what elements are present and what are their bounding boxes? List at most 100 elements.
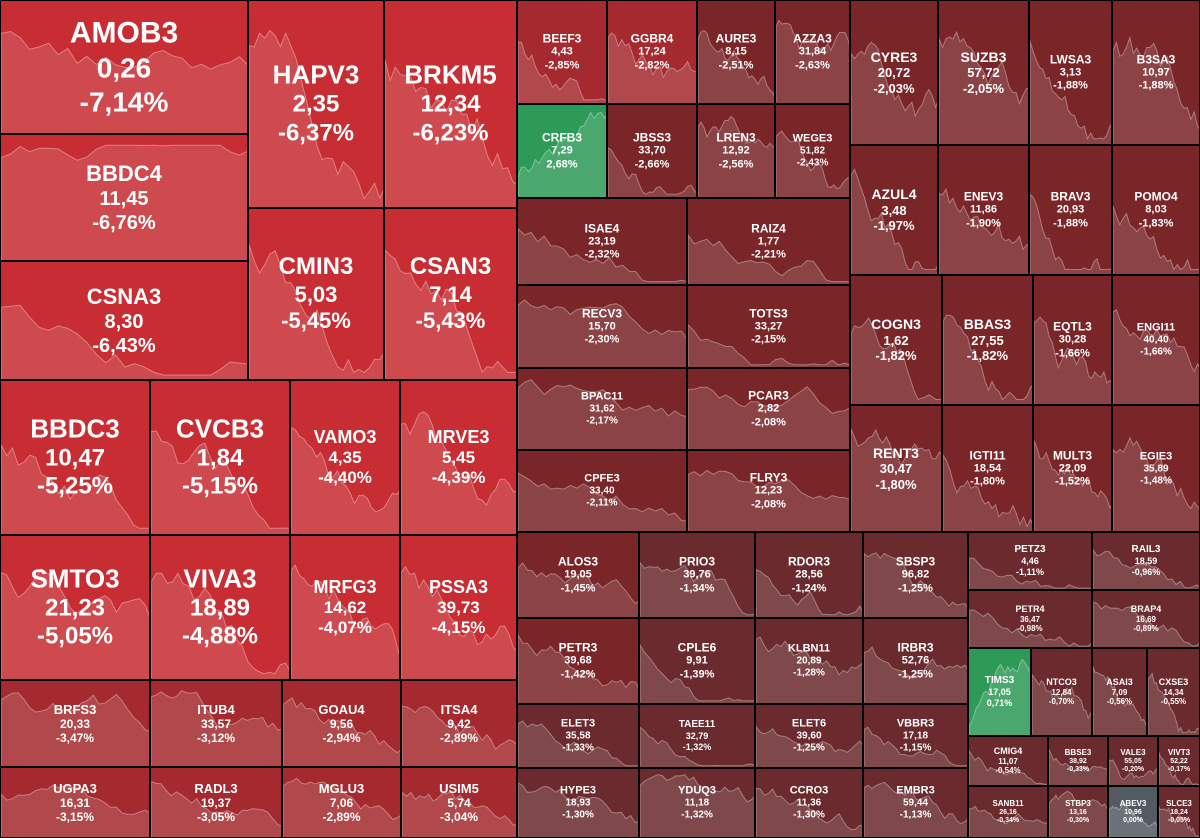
tile-rent3[interactable]: RENT3 30,47 -1,80%: [850, 405, 942, 532]
tile-lwsa3[interactable]: LWSA3 3,13 -1,88%: [1029, 0, 1112, 145]
tile-radl3[interactable]: RADL3 19,37 -3,05%: [150, 767, 282, 838]
tile-petr4[interactable]: PETR4 36,47 -0,98%: [968, 590, 1092, 648]
tile-egie3[interactable]: EGIE3 35,89 -1,48%: [1112, 405, 1200, 532]
tile-pomo4[interactable]: POMO4 8,03 -1,83%: [1112, 145, 1200, 275]
tile-bbdc4[interactable]: BBDC4 11,45 -6,76%: [0, 134, 248, 261]
tile-vivt3[interactable]: VIVT3 52,22 -0,17%: [1158, 736, 1200, 786]
tile-csna3[interactable]: CSNA3 8,30 -6,43%: [0, 261, 248, 380]
tile-sbsp3[interactable]: SBSP3 96,82 -1,25%: [863, 532, 968, 618]
tile-label: MRFG3 14,62 -4,07%: [291, 576, 399, 638]
tile-mrfg3[interactable]: MRFG3 14,62 -4,07%: [290, 535, 400, 680]
tile-engi11[interactable]: ENGI11 40,40 -1,66%: [1112, 275, 1200, 405]
tile-smto3[interactable]: SMTO3 21,23 -5,05%: [0, 535, 150, 680]
tile-elet6[interactable]: ELET6 39,60 -1,25%: [755, 704, 863, 768]
tile-isae4[interactable]: ISAE4 23,19 -2,32%: [517, 198, 687, 285]
tile-goau4[interactable]: GOAU4 9,56 -2,94%: [282, 680, 401, 767]
tile-label: BRAP4 16,69 -0,89%: [1093, 604, 1199, 634]
tile-cple6[interactable]: CPLE6 9,91 -1,39%: [639, 618, 755, 704]
tile-flry3[interactable]: FLRY3 12,23 -2,08%: [687, 450, 850, 532]
tile-vbbr3[interactable]: VBBR3 17,18 -1,15%: [863, 704, 968, 768]
tile-alos3[interactable]: ALOS3 19,05 -1,45%: [517, 532, 639, 618]
sparkline-path: [608, 32, 696, 103]
tile-abev3[interactable]: ABEV3 10,96 0,00%: [1108, 786, 1158, 838]
tile-bbse3[interactable]: BBSE3 38,92 -0,33%: [1048, 736, 1108, 786]
tile-embr3[interactable]: EMBR3 59,44 -1,13%: [863, 768, 968, 838]
tile-lren3[interactable]: LREN3 12,92 -2,56%: [697, 104, 775, 198]
ticker-label: LWSA3: [1049, 52, 1092, 67]
tile-ugpa3[interactable]: UGPA3 16,31 -3,15%: [0, 767, 150, 838]
tile-csan3[interactable]: CSAN3 7,14 -5,43%: [384, 208, 517, 380]
tile-hype3[interactable]: HYPE3 18,93 -1,30%: [517, 768, 639, 838]
tile-ntco3[interactable]: NTCO3 12,84 -0,70%: [1031, 648, 1092, 736]
tile-amob3[interactable]: AMOB3 0,26 -7,14%: [0, 0, 248, 134]
tile-usim5[interactable]: USIM5 5,74 -3,04%: [401, 767, 517, 838]
tile-aure3[interactable]: AURE3 8,15 -2,51%: [697, 0, 775, 104]
tile-itub4[interactable]: ITUB4 33,57 -3,12%: [150, 680, 282, 767]
tile-brkm5[interactable]: BRKM5 12,34 -6,23%: [384, 0, 517, 208]
tile-vale3[interactable]: VALE3 55,05 -0,20%: [1108, 736, 1158, 786]
tile-bpac11[interactable]: BPAC11 31,62 -2,17%: [517, 368, 687, 450]
tile-wege3[interactable]: WEGE3 51,82 -2,43%: [775, 104, 850, 198]
tile-cvcb3[interactable]: CVCB3 1,84 -5,15%: [150, 380, 290, 535]
tile-brap4[interactable]: BRAP4 16,69 -0,89%: [1092, 590, 1200, 648]
tile-igti11[interactable]: IGTI11 18,54 -1,80%: [942, 405, 1033, 532]
change-label: -1,88%: [1053, 217, 1088, 230]
tile-ccro3[interactable]: CCRO3 11,36 -1,30%: [755, 768, 863, 838]
tile-stbp3[interactable]: STBP3 13,16 -0,30%: [1048, 786, 1108, 838]
tile-enev3[interactable]: ENEV3 11,86 -1,90%: [938, 145, 1029, 275]
tile-taee11[interactable]: TAEE11 32,79 -1,32%: [639, 704, 755, 768]
tile-viva3[interactable]: VIVA3 18,89 -4,88%: [150, 535, 290, 680]
tile-b3sa3[interactable]: B3SA3 10,97 -1,88%: [1112, 0, 1200, 145]
tile-crfb3[interactable]: CRFB3 7,29 2,68%: [517, 104, 607, 198]
tile-prio3[interactable]: PRIO3 39,76 -1,34%: [639, 532, 755, 618]
tile-recv3[interactable]: RECV3 15,70 -2,30%: [517, 285, 687, 368]
tile-brav3[interactable]: BRAV3 20,93 -1,88%: [1029, 145, 1112, 275]
tile-pcar3[interactable]: PCAR3 2,82 -2,08%: [687, 368, 850, 450]
tile-elet3[interactable]: ELET3 35,58 -1,33%: [517, 704, 639, 768]
ticker-label: RENT3: [873, 444, 919, 461]
tile-tims3[interactable]: TIMS3 17,05 0,71%: [968, 648, 1031, 736]
tile-mult3[interactable]: MULT3 22,09 -1,52%: [1033, 405, 1112, 532]
tile-label: ITSA4 9,42 -2,89%: [402, 701, 516, 745]
tile-beef3[interactable]: BEEF3 4,43 -2,85%: [517, 0, 607, 104]
tile-eqtl3[interactable]: EQTL3 30,28 -1,66%: [1033, 275, 1112, 405]
tile-raiz4[interactable]: RAIZ4 1,77 -2,21%: [687, 198, 850, 285]
tile-cpfe3[interactable]: CPFE3 33,40 -2,11%: [517, 450, 687, 532]
tile-itsa4[interactable]: ITSA4 9,42 -2,89%: [401, 680, 517, 767]
tile-cmin3[interactable]: CMIN3 5,03 -5,45%: [248, 208, 384, 380]
tile-jbss3[interactable]: JBSS3 33,70 -2,66%: [607, 104, 697, 198]
tile-bbas3[interactable]: BBAS3 27,55 -1,82%: [942, 275, 1033, 405]
change-label: -4,88%: [181, 623, 259, 651]
tile-cmig4[interactable]: CMIG4 11,07 -0,54%: [968, 736, 1048, 786]
tile-cogn3[interactable]: COGN3 1,62 -1,82%: [850, 275, 942, 405]
tile-vamo3[interactable]: VAMO3 4,35 -4,40%: [290, 380, 400, 535]
tile-mrve3[interactable]: MRVE3 5,45 -4,39%: [400, 380, 517, 535]
tile-hapv3[interactable]: HAPV3 2,35 -6,37%: [248, 0, 384, 208]
tile-tots3[interactable]: TOTS3 33,27 -2,15%: [687, 285, 850, 368]
tile-mglu3[interactable]: MGLU3 7,06 -2,89%: [282, 767, 401, 838]
tile-sanb11[interactable]: SANB11 26,16 -0,34%: [968, 786, 1048, 838]
tile-rail3[interactable]: RAIL3 18,59 -0,96%: [1092, 532, 1200, 590]
tile-rdor3[interactable]: RDOR3 28,56 -1,24%: [755, 532, 863, 618]
tile-suzb3[interactable]: SUZB3 57,72 -2,05%: [938, 0, 1029, 145]
tile-yduq3[interactable]: YDUQ3 11,18 -1,32%: [639, 768, 755, 838]
tile-pssa3[interactable]: PSSA3 39,73 -4,15%: [400, 535, 517, 680]
tile-irbr3[interactable]: IRBR3 52,76 -1,25%: [863, 618, 968, 704]
tile-label: JBSS3 33,70 -2,66%: [608, 131, 696, 172]
tile-asai3[interactable]: ASAI3 7,09 -0,56%: [1092, 648, 1147, 736]
tile-azza3[interactable]: AZZA3 31,84 -2,63%: [775, 0, 850, 104]
tile-brfs3[interactable]: BRFS3 20,33 -3,47%: [0, 680, 150, 767]
tile-petr3[interactable]: PETR3 39,68 -1,42%: [517, 618, 639, 704]
tile-klbn11[interactable]: KLBN11 20,89 -1,28%: [755, 618, 863, 704]
tile-cxse3[interactable]: CXSE3 14,34 -0,55%: [1147, 648, 1200, 736]
tile-azul4[interactable]: AZUL4 3,48 -1,97%: [850, 145, 938, 275]
change-label: -1,42%: [560, 668, 596, 681]
sparkline-area: [1093, 601, 1199, 647]
tile-petz3[interactable]: PETZ3 4,46 -1,11%: [968, 532, 1092, 590]
tile-label: VIVT3 52,22 -0,17%: [1159, 748, 1199, 774]
tile-ggbr4[interactable]: GGBR4 17,24 -2,82%: [607, 0, 697, 104]
tile-cyre3[interactable]: CYRE3 20,72 -2,03%: [850, 0, 938, 145]
tile-slce3[interactable]: SLCE3 18,24 -0,05%: [1158, 786, 1200, 838]
tile-label: SANB11 26,16 -0,34%: [969, 799, 1047, 825]
tile-bbdc3[interactable]: BBDC3 10,47 -5,25%: [0, 380, 150, 535]
